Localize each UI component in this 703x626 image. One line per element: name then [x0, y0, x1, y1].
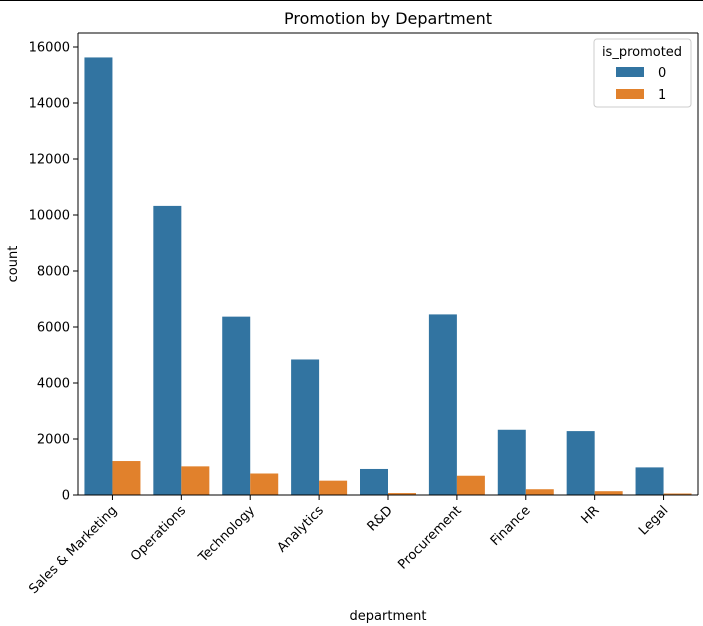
legend-label-0: 0 — [658, 66, 666, 81]
legend-swatch-1 — [616, 89, 644, 99]
bar-procurement-series-0 — [428, 314, 457, 495]
bar-hr-series-0 — [566, 431, 595, 495]
bar-legal-series-0 — [635, 467, 664, 495]
bar-operations-series-0 — [153, 205, 182, 495]
y-tick-label: 2000 — [37, 433, 70, 448]
y-tick-label: 16000 — [29, 41, 70, 56]
bar-analytics-series-1 — [319, 480, 348, 495]
x-tick-label: Technology — [195, 503, 258, 566]
legend-label-1: 1 — [658, 88, 666, 103]
bar-r-d-series-1 — [388, 493, 416, 495]
x-tick-label: Finance — [488, 503, 534, 549]
x-tick-label: HR — [579, 503, 603, 527]
y-axis-label: count — [6, 246, 21, 283]
legend-swatch-0 — [616, 67, 644, 77]
y-tick-label: 0 — [62, 489, 70, 504]
bar-technology-series-1 — [250, 473, 279, 495]
legend-title: is_promoted — [602, 45, 682, 60]
bar-finance-series-1 — [525, 489, 554, 495]
x-tick-label: Operations — [128, 503, 189, 564]
bar-operations-series-1 — [181, 466, 210, 495]
y-tick-label: 10000 — [29, 209, 70, 224]
legend: is_promoted 0 1 — [593, 38, 692, 108]
bar-analytics-series-0 — [291, 359, 320, 495]
y-tick-label: 6000 — [37, 321, 70, 336]
bar-hr-series-1 — [594, 491, 623, 495]
x-tick-label: R&D — [365, 503, 396, 534]
x-tick-label: Legal — [636, 503, 671, 538]
chart-title: Promotion by Department — [284, 9, 492, 28]
bar-finance-series-0 — [497, 429, 526, 495]
bar-sales-marketing-series-1 — [112, 461, 141, 495]
y-tick-label: 4000 — [37, 377, 70, 392]
x-axis-label: department — [350, 609, 427, 624]
y-tick-label: 14000 — [29, 97, 70, 112]
bar-legal-series-1 — [663, 493, 692, 495]
bar-sales-marketing-series-0 — [84, 57, 113, 495]
y-tick-label: 8000 — [37, 265, 70, 280]
x-tick-label: Procurement — [395, 503, 464, 572]
bar-technology-series-0 — [222, 316, 251, 495]
bar-r-d-series-0 — [360, 468, 388, 495]
plot-area: 0 2000 4000 6000 8000 10000 12000 14000 16000 Sal… — [26, 32, 699, 597]
y-tick-label: 12000 — [29, 153, 70, 168]
bar-procurement-series-1 — [456, 475, 485, 495]
x-tick-label: Analytics — [275, 503, 328, 556]
x-tick-label: Sales & Marketing — [26, 503, 120, 597]
